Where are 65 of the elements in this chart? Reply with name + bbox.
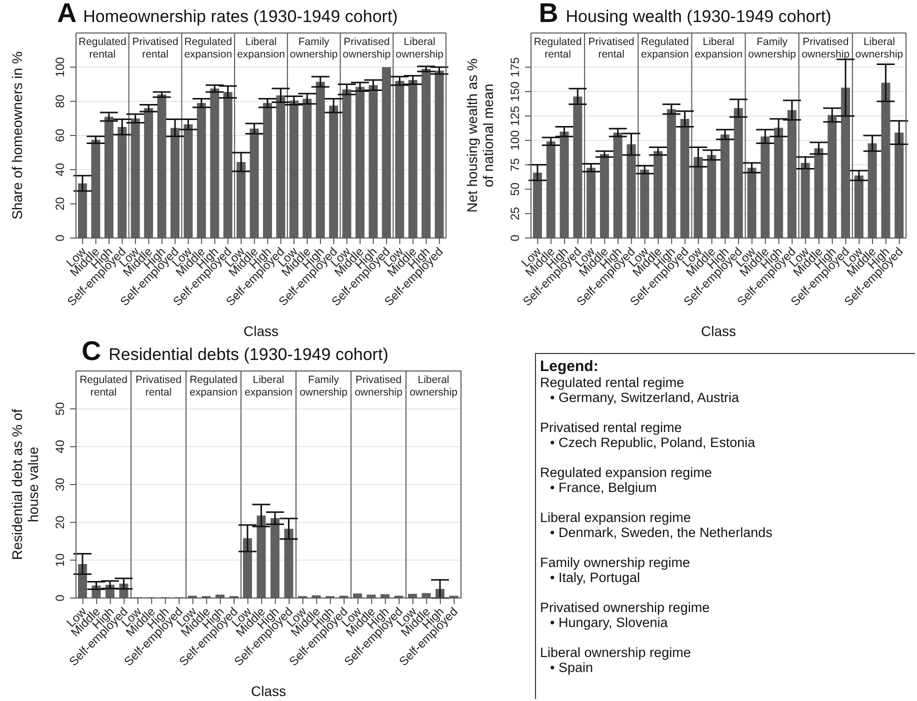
annotation: Privatised rental: [135, 374, 182, 398]
y-axis-title: Share of homeowners in %: [9, 51, 25, 220]
y-tick-label: 25: [508, 206, 522, 220]
annotation: Privatised ownership: [802, 36, 850, 60]
annotation: Liberal ownership: [855, 36, 904, 60]
annotation: Privatised rental: [132, 36, 178, 60]
text: • Germany, Switzerland, Austria: [549, 390, 740, 405]
annotation: Family ownership: [300, 374, 348, 398]
y-axis-title: Net housing wealth as % of national mean: [464, 58, 496, 213]
y-tick-label: 125: [508, 106, 522, 126]
y-tick-label: 40: [53, 162, 67, 176]
y-tick-label: 0: [53, 594, 67, 602]
chart-title: B Housing wealth (1930-1949 cohort): [538, 0, 832, 28]
y-tick-label: 30: [53, 478, 67, 492]
y-tick-label: 0: [508, 234, 522, 242]
annotation: Privatised ownership: [342, 36, 391, 60]
y-tick-label: 175: [508, 56, 522, 78]
annotation: Liberal ownership: [396, 36, 444, 60]
text: • France, Belgium: [549, 480, 658, 495]
y-tick-label: 150: [508, 81, 522, 102]
annotation: Regulated rental: [80, 374, 128, 398]
y-tick-label: 100: [508, 130, 522, 150]
y-axis-title: Residential debt as % of house value: [9, 408, 41, 560]
annotation: Regulated expansion: [190, 374, 238, 398]
annotation: Liberal ownership: [410, 374, 458, 398]
text: Regulated expansion regime: [540, 465, 713, 480]
annotation: Family ownership: [748, 36, 796, 60]
y-tick-label: 60: [53, 128, 67, 142]
text: • Czech Republic, Poland, Estonia: [549, 435, 756, 450]
annotation: Regulated expansion: [640, 36, 690, 60]
text: Privatised rental regime: [540, 420, 683, 435]
text: Privatised ownership regime: [540, 600, 711, 615]
text: Liberal ownership regime: [540, 645, 692, 660]
y-tick-label: 0: [53, 234, 67, 242]
chart-title: C Residential debts (1930-1949 cohort): [82, 336, 388, 366]
annotation: Regulated rental: [534, 36, 582, 60]
x-axis-title: Class: [700, 323, 736, 339]
y-tick-label: 40: [53, 440, 67, 454]
y-tick-label: 50: [53, 402, 67, 416]
annotation: Privatised ownership: [354, 374, 403, 398]
y-tick-label: 20: [53, 515, 67, 530]
annotation: Liberal expansion: [237, 36, 286, 60]
text: Liberal expansion regime: [540, 510, 692, 525]
annotation: Liberal expansion: [694, 36, 743, 60]
annotation: Liberal expansion: [244, 374, 293, 398]
annotation: Regulated rental: [78, 36, 127, 60]
y-tick-label: 10: [53, 553, 67, 567]
text: • Spain: [549, 660, 594, 675]
x-axis-title: Class: [250, 683, 286, 699]
y-tick-label: 50: [508, 182, 522, 196]
annotation: Regulated expansion: [184, 36, 232, 60]
text: Family ownership regime: [540, 555, 692, 570]
annotation: Privatised rental: [588, 36, 635, 60]
annotation: Family ownership: [290, 36, 338, 60]
text: • Hungary, Slovenia: [549, 615, 669, 630]
y-tick-label: 80: [53, 94, 67, 108]
y-tick-label: 100: [53, 56, 67, 78]
x-axis-title: Class: [243, 323, 279, 339]
text: • Italy, Portugal: [549, 570, 642, 585]
text: • Denmark, Sweden, the Netherlands: [549, 525, 774, 540]
text: Regulated rental regime: [540, 375, 686, 390]
text: Legend:: [540, 358, 600, 375]
chart-title: A Homeownership rates (1930-1949 cohort): [57, 0, 398, 28]
y-tick-label: 20: [53, 196, 67, 211]
y-tick-label: 75: [508, 158, 522, 172]
